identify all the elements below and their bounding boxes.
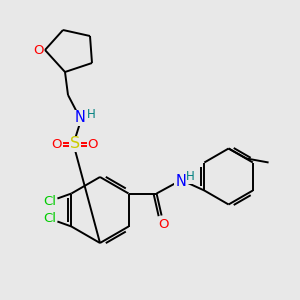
Text: O: O	[52, 137, 62, 151]
Text: O: O	[33, 44, 43, 56]
Text: O: O	[88, 137, 98, 151]
Text: S: S	[70, 136, 80, 152]
Text: N: N	[75, 110, 86, 125]
Text: Cl: Cl	[43, 195, 56, 208]
Text: Cl: Cl	[43, 212, 56, 225]
Text: H: H	[186, 170, 195, 183]
Text: H: H	[87, 107, 95, 121]
Text: N: N	[175, 174, 186, 189]
Text: O: O	[158, 218, 169, 231]
